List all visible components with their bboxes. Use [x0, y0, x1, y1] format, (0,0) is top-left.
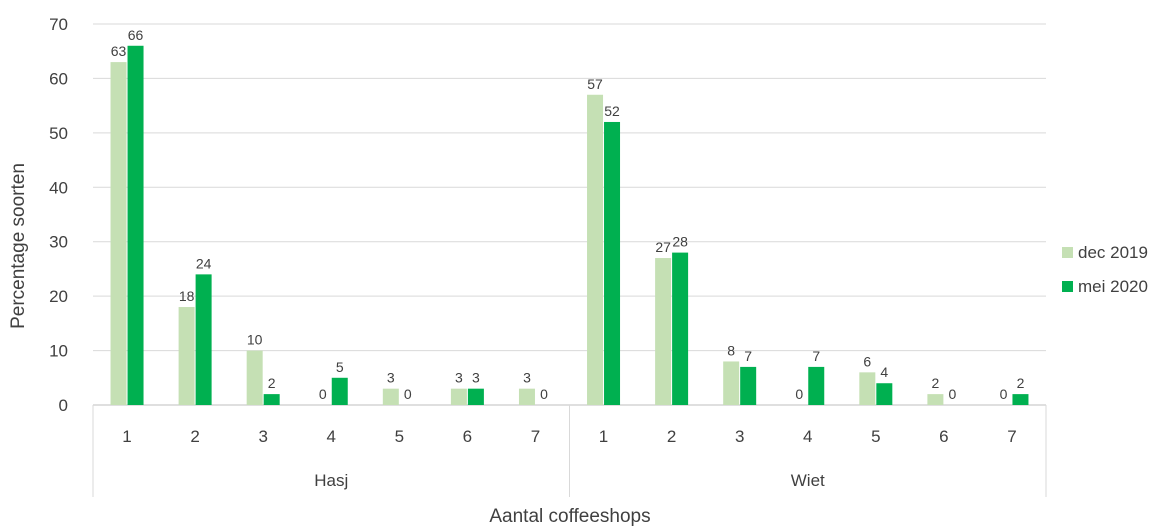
- bar: [1012, 394, 1029, 405]
- x-tick-label: 4: [327, 427, 336, 446]
- bar: [518, 388, 535, 405]
- group-label: Wiet: [791, 471, 825, 490]
- bar: [331, 377, 348, 405]
- data-label: 2: [1017, 375, 1025, 391]
- data-label: 3: [387, 370, 395, 386]
- y-axis-ticks: 0 10 20 30 40 50 60 70: [49, 15, 68, 415]
- bar: [927, 394, 944, 405]
- legend-swatch: [1062, 281, 1073, 292]
- y-tick-label: 30: [49, 233, 68, 252]
- data-label: 0: [948, 386, 956, 402]
- bar: [723, 361, 740, 405]
- bar: [195, 274, 212, 405]
- y-tick-label: 50: [49, 124, 68, 143]
- bar: [859, 372, 876, 405]
- data-label: 0: [795, 386, 803, 402]
- data-label: 10: [247, 332, 263, 348]
- x-tick-label: 7: [1007, 427, 1016, 446]
- x-tick-label: 1: [122, 427, 131, 446]
- data-label: 3: [455, 370, 463, 386]
- y-tick-label: 40: [49, 178, 68, 197]
- bar: [740, 366, 757, 405]
- bar: [467, 388, 484, 405]
- data-label: 5: [336, 359, 344, 375]
- bar: [110, 62, 127, 405]
- legend-swatch: [1062, 247, 1073, 258]
- data-label: 7: [744, 348, 752, 364]
- data-label: 27: [655, 239, 671, 255]
- legend: dec 2019 mei 2020: [1062, 243, 1148, 296]
- y-axis-title: Percentage soorten: [8, 163, 29, 329]
- data-label: 0: [404, 386, 412, 402]
- data-label: 2: [268, 375, 276, 391]
- bar: [808, 366, 825, 405]
- data-label: 8: [727, 342, 735, 358]
- data-label: 57: [587, 76, 603, 92]
- data-label: 4: [880, 364, 888, 380]
- x-axis-title: Aantal coffeeshops: [489, 506, 650, 527]
- data-label: 0: [540, 386, 548, 402]
- bar: [127, 45, 144, 406]
- data-label: 3: [472, 370, 480, 386]
- data-label: 7: [812, 348, 820, 364]
- data-label: 3: [523, 370, 531, 386]
- bar: [246, 350, 263, 405]
- data-label: 6: [863, 353, 871, 369]
- data-label: 0: [1000, 386, 1008, 402]
- bar: [672, 252, 689, 405]
- x-tick-label: 4: [803, 427, 812, 446]
- bar: [655, 258, 672, 405]
- y-tick-label: 0: [59, 396, 68, 415]
- bar: [587, 94, 604, 405]
- bar: [604, 121, 621, 405]
- group-label: Hasj: [314, 471, 348, 490]
- data-label: 63: [111, 43, 127, 59]
- data-label: 0: [319, 386, 327, 402]
- data-label: 66: [128, 27, 144, 43]
- bars: [110, 45, 1029, 406]
- data-label: 52: [604, 103, 620, 119]
- bar: [382, 388, 399, 405]
- x-tick-label: 2: [667, 427, 676, 446]
- data-label: 28: [672, 234, 688, 250]
- bar: [876, 383, 893, 405]
- data-label: 24: [196, 255, 212, 271]
- legend-label: mei 2020: [1078, 277, 1148, 296]
- y-tick-label: 20: [49, 287, 68, 306]
- data-label: 2: [931, 375, 939, 391]
- bar: [263, 394, 280, 405]
- x-tick-label: 1: [599, 427, 608, 446]
- x-tick-label: 6: [463, 427, 472, 446]
- data-label: 18: [179, 288, 195, 304]
- bar: [178, 307, 195, 405]
- x-tick-label: 7: [531, 427, 540, 446]
- bar: [450, 388, 467, 405]
- x-tick-label: 5: [395, 427, 404, 446]
- y-tick-label: 70: [49, 15, 68, 34]
- x-tick-label: 6: [939, 427, 948, 446]
- y-tick-label: 60: [49, 69, 68, 88]
- x-tick-label: 5: [871, 427, 880, 446]
- gridlines: [93, 23, 1046, 406]
- x-tick-label: 3: [735, 427, 744, 446]
- y-tick-label: 10: [49, 342, 68, 361]
- legend-label: dec 2019: [1078, 243, 1148, 262]
- x-tick-label: 3: [258, 427, 267, 446]
- x-axis: 1 2 3 4 5 6 7 Hasj 1 2 3 4 5 6 7 Wiet: [92, 405, 1047, 497]
- x-tick-label: 2: [190, 427, 199, 446]
